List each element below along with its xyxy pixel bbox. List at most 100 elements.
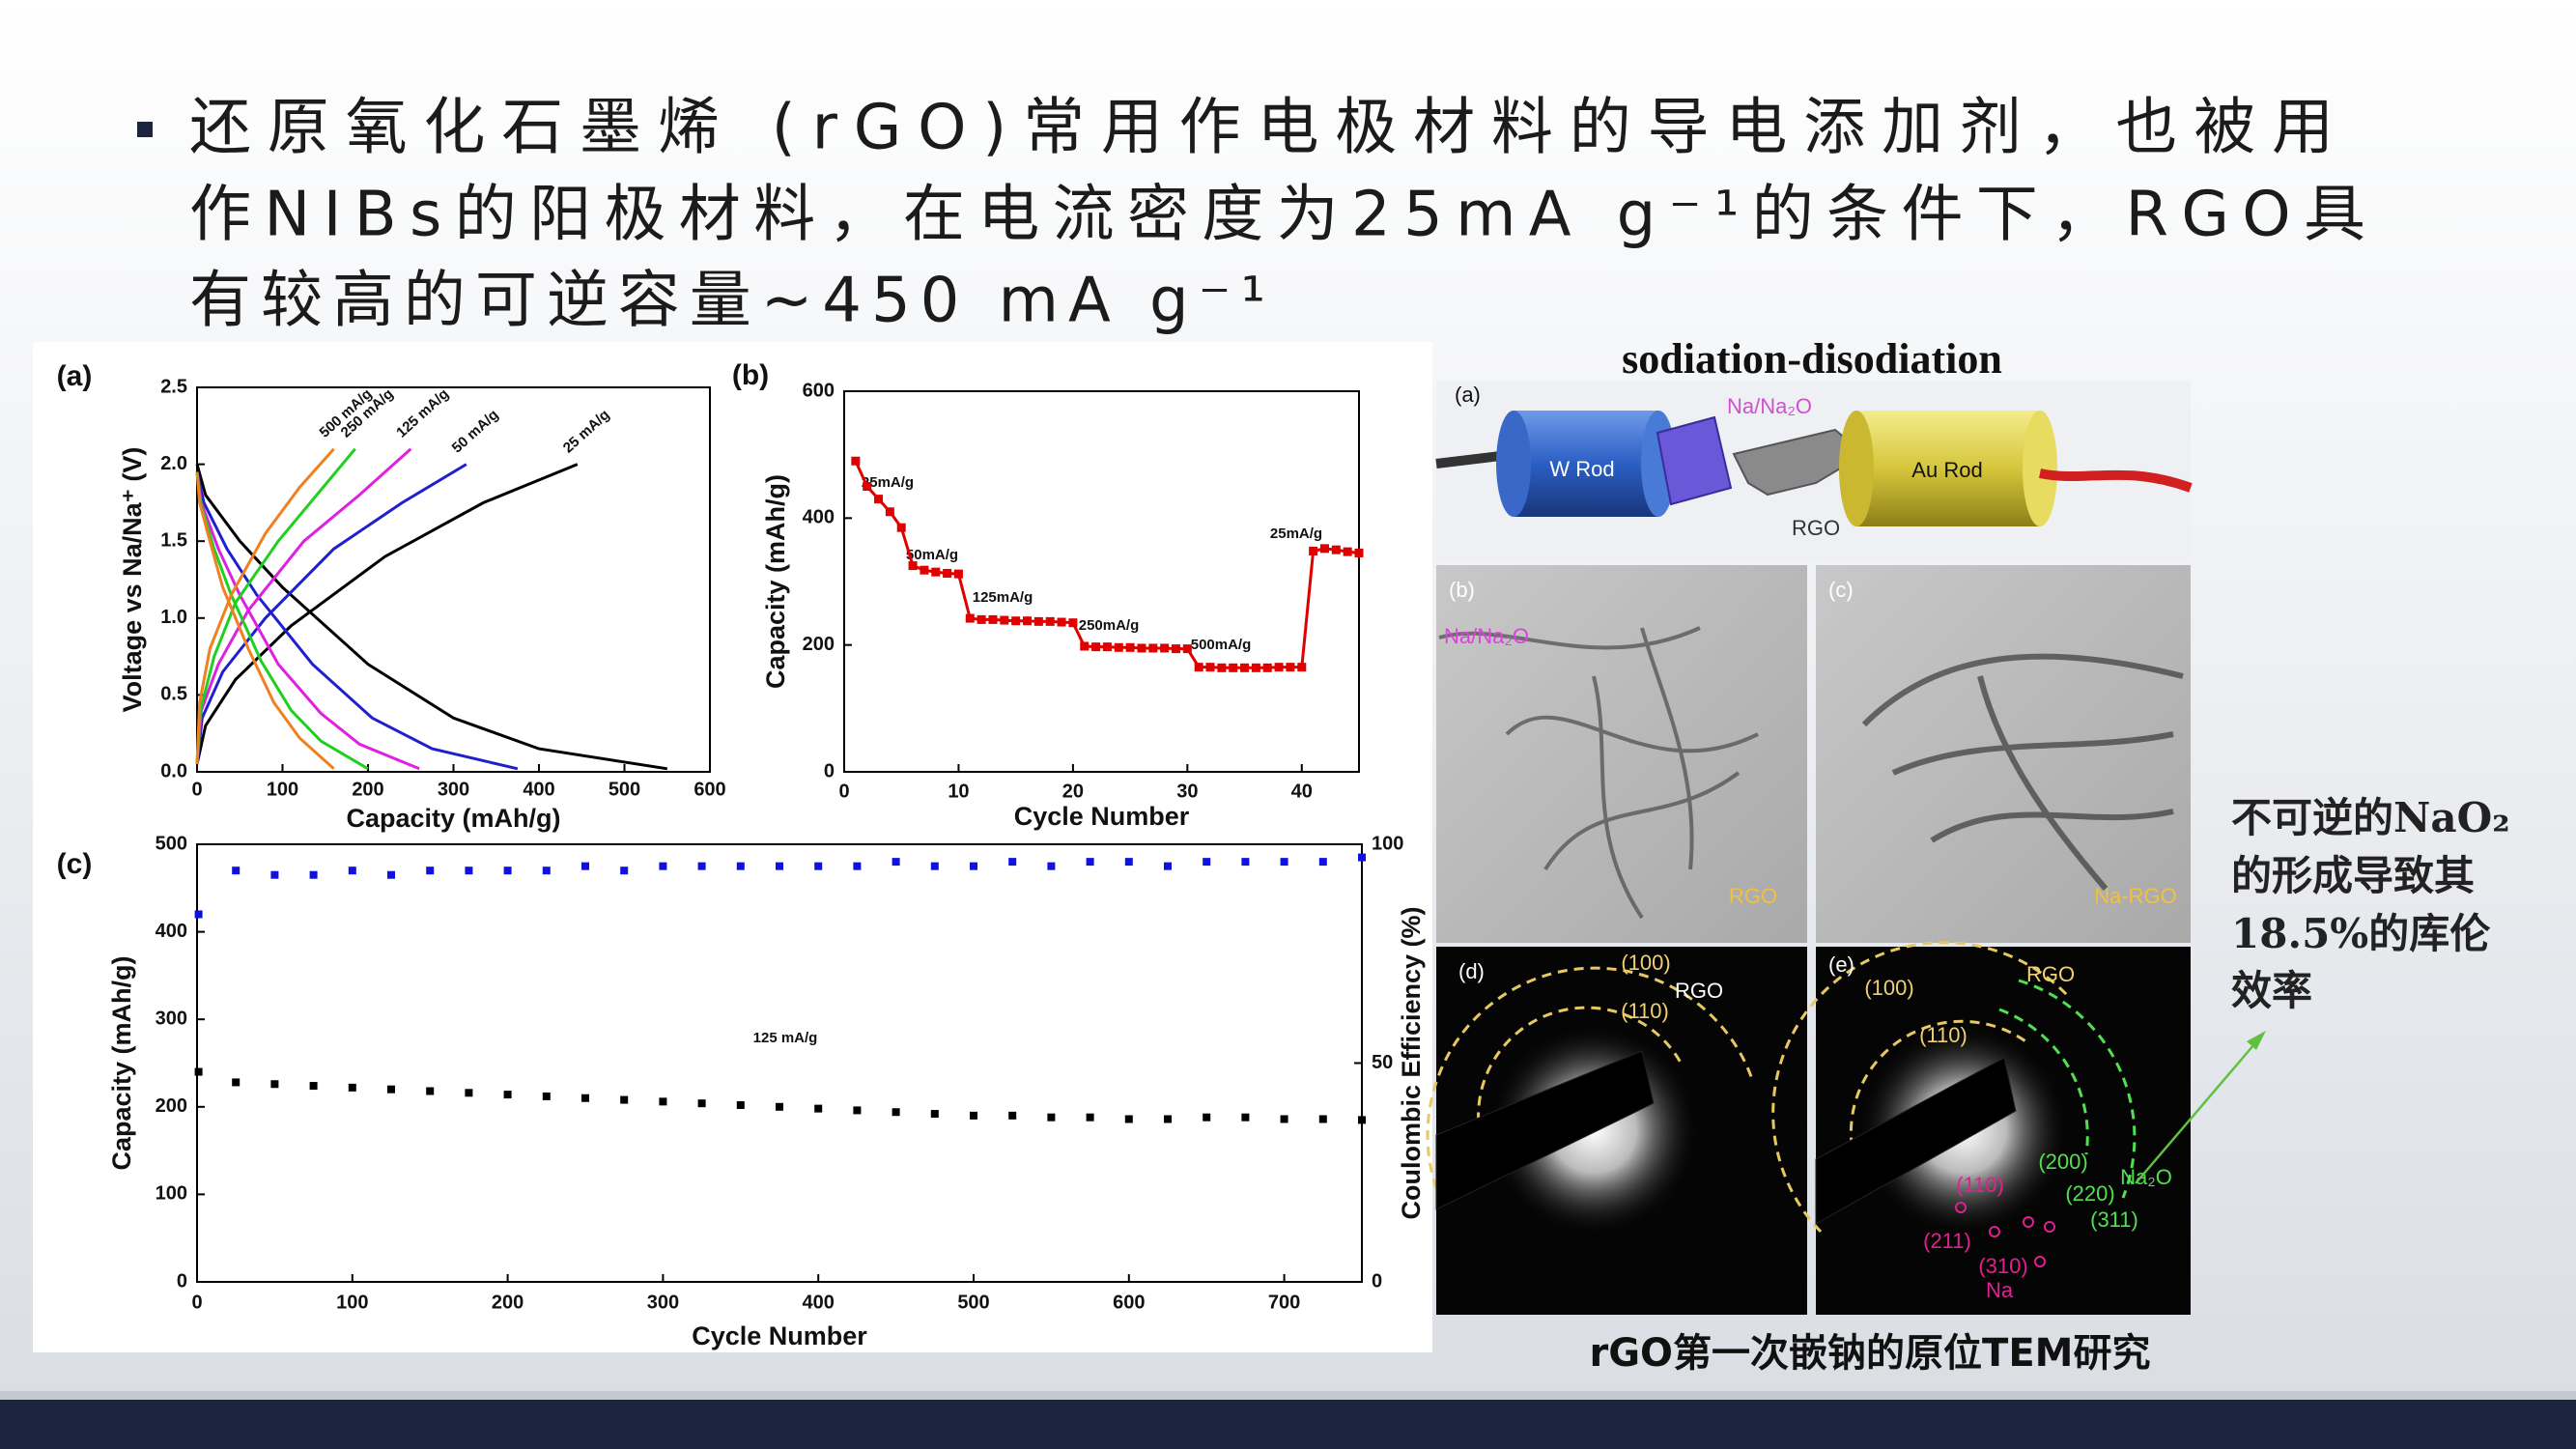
panel-label: (b) — [732, 359, 769, 391]
y-axis-title: Capacity (mAh/g) — [761, 474, 790, 689]
bullet-line: 有较高的可逆容量~450 mA g⁻¹ — [189, 266, 1265, 337]
x-tick-label: 500 — [957, 1292, 989, 1313]
data-point — [426, 867, 435, 875]
data-point — [697, 1099, 706, 1108]
panel-label: (c) — [1828, 578, 1854, 602]
data-point — [1280, 1115, 1288, 1123]
x-axis-title: Capacity (mAh/g) — [346, 804, 560, 833]
spot — [1989, 1226, 2000, 1237]
diffraction-ring — [1849, 1019, 2029, 1194]
y2-axis-title: Coulombic Efficiency (%) — [1397, 906, 1426, 1219]
y-tick-label: 0 — [177, 1270, 187, 1292]
tem-label: (110) — [1621, 999, 1669, 1023]
data-point — [1319, 544, 1329, 554]
x-tick-label: 300 — [438, 779, 469, 800]
data-point — [309, 1082, 318, 1091]
series-line — [195, 463, 519, 771]
w-rod-end — [1496, 411, 1531, 517]
y-tick-label: 2.0 — [160, 453, 187, 474]
data-point — [1080, 641, 1090, 651]
tem-label: RGO — [1675, 979, 1723, 1003]
data-point — [853, 862, 862, 870]
figure-caption: rGO第一次嵌钠的原位TEM研究 — [1590, 1331, 2151, 1376]
y2-tick-label: 50 — [1372, 1052, 1393, 1073]
bullet-line: 作NIBs的阳极材料，在电流密度为25mA g⁻¹的条件下，RGO具 — [189, 180, 2365, 251]
data-point — [1286, 663, 1295, 672]
data-point — [1358, 1116, 1366, 1124]
tem-label: RGO — [2026, 962, 2075, 986]
panel-label: (e) — [1828, 952, 1854, 977]
annotation: 500mA/g — [1191, 637, 1252, 653]
data-point — [1358, 853, 1366, 862]
tem-label: Na — [1986, 1278, 2014, 1302]
data-point — [1182, 644, 1192, 654]
data-point — [1309, 546, 1318, 555]
y-tick-label: 100 — [156, 1183, 187, 1205]
tem-panel-d: (d) (100) RGO (110) — [1426, 947, 1807, 1315]
tem-panel-e: (e) (100) RGO (110) (200) (220) Na₂O (31… — [1771, 941, 2191, 1315]
data-point — [1318, 1115, 1327, 1123]
data-point — [1091, 642, 1101, 652]
tem-label: (311) — [2090, 1208, 2138, 1232]
data-point — [194, 910, 203, 919]
tem-label: (110) — [1956, 1173, 2004, 1197]
x-tick-label: 600 — [1113, 1292, 1145, 1313]
data-point — [465, 867, 473, 875]
data-point — [542, 1092, 551, 1100]
data-point — [1194, 663, 1203, 672]
x-tick-label: 10 — [948, 781, 969, 802]
data-point — [970, 1111, 977, 1120]
au-rod — [1856, 411, 2040, 526]
data-point — [1068, 618, 1078, 628]
au-rod-end — [1839, 411, 1874, 526]
x-axis-title: Cycle Number — [1014, 802, 1190, 831]
diffraction-ring — [1771, 941, 2069, 1234]
y-tick-label: 1.0 — [160, 607, 187, 628]
data-point — [1297, 663, 1307, 672]
x-tick-label: 100 — [267, 779, 298, 800]
data-point — [542, 867, 551, 875]
data-point — [776, 1102, 783, 1111]
tem-label: Au Rod — [1911, 458, 1982, 482]
data-point — [874, 495, 884, 504]
diffraction-ring — [1426, 966, 1755, 1189]
tem-label: (211) — [1923, 1229, 1971, 1253]
spot — [2023, 1216, 2034, 1228]
tem-label: Na/Na₂O — [1727, 394, 1812, 418]
data-point — [892, 858, 900, 867]
data-point — [1086, 1113, 1094, 1122]
panel-bg — [1816, 565, 2191, 943]
data-point — [1086, 858, 1094, 867]
data-point — [931, 567, 941, 577]
x-tick-label: 20 — [1062, 781, 1084, 802]
y-tick-label: 300 — [156, 1008, 187, 1029]
tem-label: (100) — [1621, 951, 1670, 975]
data-point — [736, 862, 745, 870]
x-tick-label: 40 — [1291, 781, 1313, 802]
x-tick-label: 100 — [336, 1292, 368, 1313]
panel-label: (a) — [1455, 383, 1481, 407]
data-point — [920, 565, 929, 575]
tem-label: (200) — [2038, 1150, 2087, 1174]
y2-tick-label: 0 — [1372, 1270, 1382, 1292]
tem-label: RGO — [1729, 884, 1777, 908]
data-point — [194, 1067, 203, 1076]
tem-label: W Rod — [1549, 457, 1614, 481]
arrow-head — [2247, 1031, 2266, 1050]
tem-label: Na/Na₂O — [1444, 624, 1529, 648]
y2-tick-label: 100 — [1372, 833, 1403, 854]
data-point — [1331, 545, 1341, 554]
y-tick-label: 0 — [824, 760, 835, 781]
data-point — [620, 867, 629, 875]
bullet-line: 还原氧化石墨烯 (rGO)常用作电极材料的导电添加剂，也被用 — [189, 93, 2334, 164]
note-line: 的形成导致其 — [2231, 852, 2475, 899]
tem-label: (220) — [2065, 1181, 2114, 1206]
data-point — [1171, 644, 1180, 654]
data-point — [1280, 858, 1288, 867]
data-point — [270, 870, 279, 879]
y-tick-label: 1.5 — [160, 529, 187, 551]
x-tick-label: 400 — [803, 1292, 835, 1313]
x-tick-label: 500 — [609, 779, 640, 800]
note-line: 效率 — [2231, 967, 2312, 1014]
